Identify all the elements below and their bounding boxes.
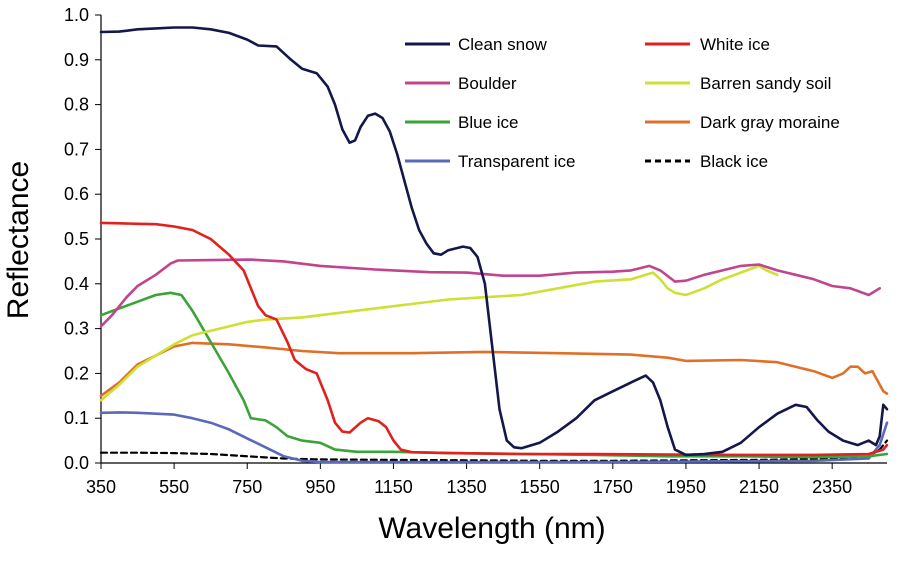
x-tick-label: 350: [86, 477, 116, 497]
x-tick-label: 1150: [374, 477, 413, 497]
y-tick-label: 0.9: [64, 50, 89, 70]
series-line-white-ice: [99, 221, 889, 457]
x-tick-label: 1750: [593, 477, 633, 497]
x-tick-label: 750: [232, 477, 262, 497]
x-tick-label: 1350: [447, 477, 487, 497]
x-axis-title: Wavelength (nm): [378, 512, 605, 545]
y-tick-label: 0.6: [64, 184, 89, 204]
x-tick-label: 950: [305, 477, 335, 497]
series-line-transparent-ice: [99, 411, 889, 464]
series-line-blue-ice: [99, 291, 889, 459]
y-tick-label: 1.0: [64, 5, 89, 25]
y-tick-label: 0.8: [64, 95, 89, 115]
legend-label-barren-sandy-soil: Barren sandy soil: [700, 74, 831, 93]
legend-label-white-ice: White ice: [700, 35, 770, 54]
y-tick-label: 0.2: [64, 363, 89, 383]
legend-label-black-ice: Black ice: [700, 152, 768, 171]
legend-label-boulder: Boulder: [458, 74, 517, 93]
legend-label-clean-snow: Clean snow: [458, 35, 548, 54]
x-tick-label: 2150: [739, 477, 779, 497]
legend: Clean snow White ice Boulder Barren sand…: [405, 35, 840, 171]
y-tick-label: 0.5: [64, 229, 89, 249]
x-tick-label: 2350: [812, 477, 852, 497]
x-tick-label: 1550: [520, 477, 560, 497]
x-tick-label: 1950: [666, 477, 706, 497]
y-tick-label: 0.0: [64, 453, 89, 473]
y-tick-label: 0.1: [64, 408, 89, 428]
series-line-barren-sandy-soil: [99, 264, 779, 402]
series-line-clean-snow: [99, 26, 889, 457]
y-tick-label: 0.3: [64, 319, 89, 339]
series-line-dark-gray-moraine: [99, 341, 889, 398]
y-axis-title: Reflectance: [2, 161, 35, 319]
legend-label-transparent-ice: Transparent ice: [458, 152, 575, 171]
y-tick-label: 0.4: [64, 274, 89, 294]
legend-label-dark-gray-moraine: Dark gray moraine: [700, 113, 840, 132]
x-tick-label: 550: [159, 477, 189, 497]
series-line-boulder: [99, 258, 881, 328]
y-tick-label: 0.7: [64, 139, 89, 159]
legend-label-blue-ice: Blue ice: [458, 113, 518, 132]
